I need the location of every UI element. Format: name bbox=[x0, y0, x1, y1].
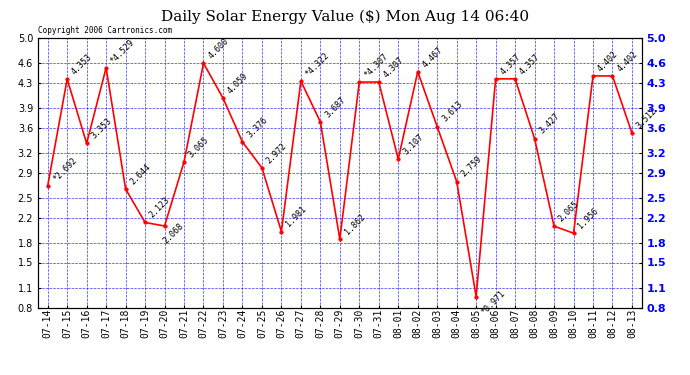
Text: 4.402: 4.402 bbox=[595, 49, 620, 73]
Text: 2.065: 2.065 bbox=[557, 200, 581, 223]
Text: *0.971: *0.971 bbox=[479, 288, 506, 316]
Text: 3.107: 3.107 bbox=[401, 132, 425, 156]
Text: 1.956: 1.956 bbox=[576, 206, 600, 230]
Text: 2.123: 2.123 bbox=[148, 196, 172, 220]
Text: 4.059: 4.059 bbox=[226, 71, 250, 95]
Text: 4.600: 4.600 bbox=[206, 36, 230, 60]
Text: 3.376: 3.376 bbox=[245, 115, 269, 139]
Text: 1.862: 1.862 bbox=[343, 212, 366, 237]
Text: *2.692: *2.692 bbox=[52, 156, 79, 183]
Text: 3.353: 3.353 bbox=[90, 117, 113, 141]
Text: 4.357: 4.357 bbox=[498, 52, 522, 76]
Text: *4.307: *4.307 bbox=[362, 52, 390, 79]
Text: *4.322: *4.322 bbox=[304, 51, 331, 78]
Text: 4.357: 4.357 bbox=[518, 52, 542, 76]
Text: 4.467: 4.467 bbox=[420, 45, 444, 69]
Text: *4.529: *4.529 bbox=[109, 38, 137, 65]
Text: 2.644: 2.644 bbox=[128, 162, 152, 186]
Text: 4.402: 4.402 bbox=[615, 49, 640, 73]
Text: Daily Solar Energy Value ($) Mon Aug 14 06:40: Daily Solar Energy Value ($) Mon Aug 14 … bbox=[161, 9, 529, 24]
Text: 3.512: 3.512 bbox=[635, 106, 659, 130]
Text: 1.981: 1.981 bbox=[284, 205, 308, 229]
Text: 4.353: 4.353 bbox=[70, 52, 94, 76]
Text: 4.307: 4.307 bbox=[382, 55, 406, 79]
Text: 2.068: 2.068 bbox=[161, 221, 186, 245]
Text: 3.613: 3.613 bbox=[440, 100, 464, 124]
Text: 3.687: 3.687 bbox=[323, 95, 347, 119]
Text: 2.759: 2.759 bbox=[460, 155, 484, 179]
Text: 3.427: 3.427 bbox=[538, 112, 562, 136]
Text: Copyright 2006 Cartronics.com: Copyright 2006 Cartronics.com bbox=[38, 26, 172, 35]
Text: 3.065: 3.065 bbox=[187, 135, 211, 159]
Text: 2.972: 2.972 bbox=[265, 141, 288, 165]
